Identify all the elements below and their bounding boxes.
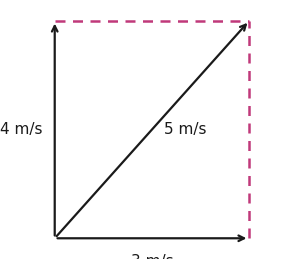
Text: 3 m/s: 3 m/s — [131, 254, 173, 259]
Text: 5 m/s: 5 m/s — [164, 122, 207, 137]
Text: 4 m/s: 4 m/s — [0, 122, 43, 137]
